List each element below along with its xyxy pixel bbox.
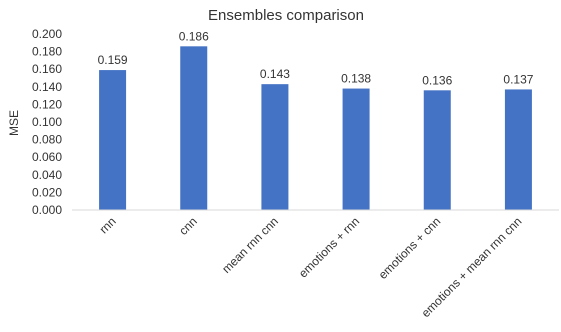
y-axis-ticks: 0.000 0.020 0.040 0.060 0.080 0.100 0.120 0.140…: [32, 27, 62, 217]
x-tick-label: rnn: [97, 214, 119, 236]
value-labels: 0.159 0.186 0.143 0.138 0.136 0.137: [98, 29, 534, 87]
x-axis-labels: rnn cnn mean rnn cnn emotions + rnn emotions…: [97, 214, 525, 320]
data-label: 0.159: [98, 53, 128, 67]
data-label: 0.143: [260, 67, 290, 81]
data-label: 0.136: [422, 73, 452, 87]
y-tick-label: 0.020: [32, 185, 62, 199]
bar: [505, 89, 532, 210]
bar: [261, 84, 288, 210]
y-tick-label: 0.140: [32, 80, 62, 94]
y-tick-label: 0.080: [32, 133, 62, 147]
data-label: 0.137: [503, 72, 533, 86]
y-tick-label: 0.100: [32, 115, 62, 129]
y-tick-label: 0.120: [32, 97, 62, 111]
y-tick-label: 0.160: [32, 62, 62, 76]
y-tick-label: 0.000: [32, 203, 62, 217]
chart-title: Ensembles comparison: [208, 7, 364, 24]
y-tick-label: 0.200: [32, 27, 62, 41]
y-tick-label: 0.040: [32, 168, 62, 182]
bar: [180, 46, 207, 210]
data-label: 0.186: [179, 29, 209, 43]
x-tick-label: emotions + rnn: [296, 214, 362, 280]
y-axis-title: MSE: [7, 110, 21, 136]
x-tick-label: mean rnn cnn: [219, 214, 281, 276]
bars: [99, 46, 532, 210]
bar: [99, 70, 126, 210]
data-label: 0.138: [341, 72, 371, 86]
y-tick-label: 0.060: [32, 150, 62, 164]
x-tick-label: cnn: [176, 214, 200, 238]
x-tick-label: emotions + cnn: [376, 214, 444, 282]
y-tick-label: 0.180: [32, 45, 62, 59]
bar: [343, 89, 370, 210]
bar: [424, 90, 451, 210]
